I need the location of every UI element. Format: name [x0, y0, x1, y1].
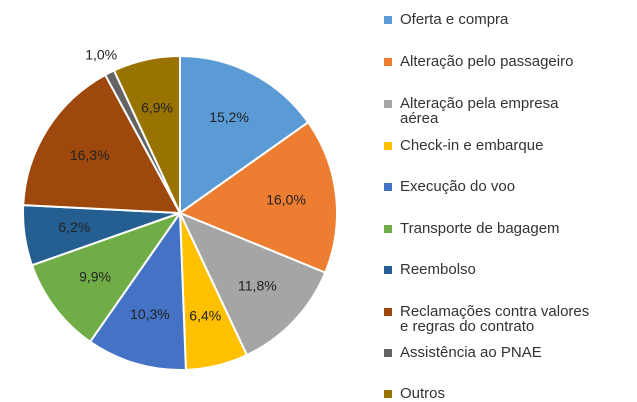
legend-item: Execução do voo: [384, 179, 624, 194]
data-label: 16,3%: [70, 147, 110, 163]
pie-slice: [112, 54, 181, 214]
data-label: 1,0%: [85, 47, 117, 63]
pie-slice: [179, 54, 310, 215]
legend-swatch: [384, 16, 392, 24]
pie-slice: [88, 209, 187, 371]
legend-swatch: [384, 100, 392, 108]
legend-item: Outros: [384, 386, 624, 401]
data-label: 9,9%: [79, 268, 111, 284]
legend-swatch: [384, 142, 392, 150]
legend-label: Alteração pela empresa aérea: [400, 95, 559, 127]
data-label: 6,9%: [141, 99, 173, 115]
legend-item: Assistência ao PNAE: [384, 345, 624, 360]
pie-slice: [22, 73, 182, 215]
legend-label: Reclamações contra valores e regras do c…: [400, 303, 590, 335]
legend-swatch: [384, 390, 392, 398]
data-label: 10,3%: [130, 306, 170, 322]
legend-label: Execução do voo: [400, 178, 516, 195]
legend-item: Reclamações contra valores e regras do c…: [384, 304, 624, 334]
legend-label: Oferta e compra: [400, 11, 509, 28]
legend-item: Reembolso: [384, 262, 624, 277]
data-label: 11,8%: [238, 277, 277, 293]
pie-slice: [30, 211, 183, 344]
data-label: 6,4%: [189, 307, 221, 323]
legend-item: Transporte de bagagem: [384, 221, 624, 236]
legend-item: Check-in e embarque: [384, 138, 624, 153]
legend-label: Check-in e embarque: [400, 137, 544, 154]
legend-item: Alteração pelo passageiro: [384, 54, 624, 69]
legend-swatch: [384, 308, 392, 316]
data-label: 15,2%: [209, 109, 249, 125]
legend-label: Alteração pelo passageiro: [400, 53, 574, 70]
pie-slice: [177, 120, 338, 274]
legend-label: Assistência ao PNAE: [400, 344, 542, 361]
legend-label: Reembolso: [400, 261, 476, 278]
legend-swatch: [384, 266, 392, 274]
legend-swatch: [384, 225, 392, 233]
pie-slice: [177, 211, 327, 357]
legend-label: Outros: [400, 385, 446, 402]
legend-label: Transporte de bagagem: [400, 220, 560, 237]
legend-item: Alteração pela empresa aérea: [384, 96, 624, 126]
legend-item: Oferta e compra: [384, 12, 624, 27]
legend-swatch: [384, 183, 392, 191]
legend-swatch: [384, 58, 392, 66]
data-label: 6,2%: [58, 219, 90, 235]
legend-swatch: [384, 349, 392, 357]
data-label: 16,0%: [266, 192, 306, 208]
